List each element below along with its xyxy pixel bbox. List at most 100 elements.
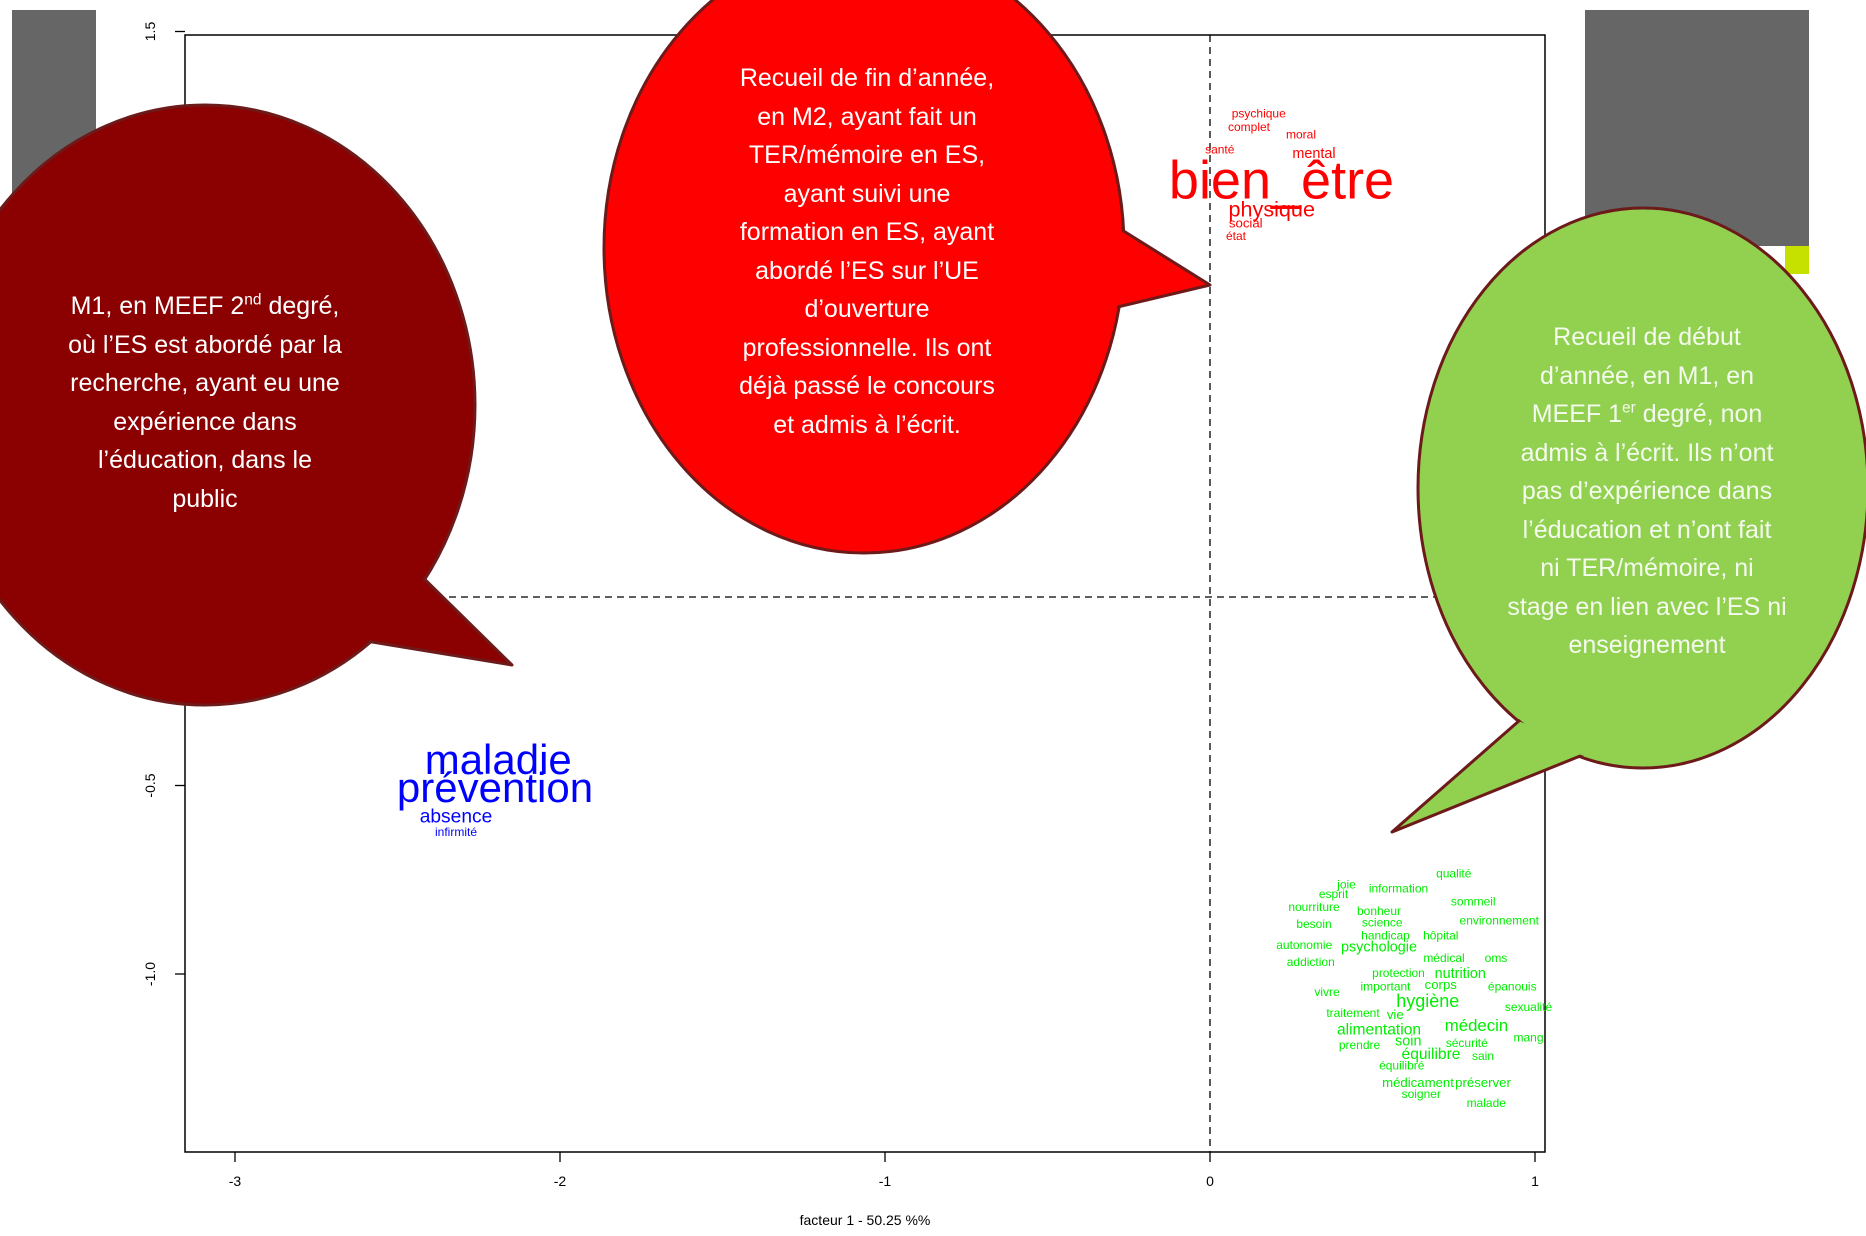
word-label: qualité (1436, 866, 1472, 880)
x-tick-label: -3 (229, 1173, 242, 1189)
word-label: handicap (1361, 928, 1410, 942)
callout-line: déjà passé le concours (739, 372, 995, 400)
callout-line: Recueil de début (1553, 323, 1741, 351)
x-tick-label: 0 (1206, 1173, 1214, 1189)
word-label: science (1362, 915, 1403, 929)
word-label: hôpital (1423, 928, 1458, 942)
word-label: protection (1372, 966, 1425, 980)
word-label: psychologie (1341, 939, 1417, 955)
callout-line: en M2, ayant fait un (757, 102, 977, 131)
superscript: nd (244, 291, 262, 309)
word-label: joie (1336, 878, 1356, 892)
callout-line: ayant suivi une (783, 179, 951, 208)
word-label: état (1226, 229, 1247, 243)
callout-bubble-green (1390, 206, 1866, 834)
x-tick-label: -2 (554, 1173, 567, 1189)
word-label: environnement (1460, 913, 1540, 927)
x-tick-label: -1 (879, 1173, 892, 1189)
word-label: information (1369, 881, 1428, 895)
word-label: soigner (1402, 1087, 1441, 1101)
callout-line: abordé l’ES sur l’UE (755, 256, 979, 285)
callout-line: M1, en MEEF 2nd degré, (70, 291, 340, 320)
word-label: préserver (1455, 1075, 1511, 1090)
word-label: santé (1205, 142, 1235, 156)
word-label: addiction (1287, 955, 1335, 969)
word-label: bien_être (1169, 150, 1394, 210)
callout-line: formation en ES, ayant (739, 218, 995, 246)
y-tick-label: -1.0 (142, 962, 158, 986)
word-label: sécurité (1446, 1036, 1488, 1050)
word-label: vivre (1314, 985, 1340, 999)
word-label: alimentation (1337, 1022, 1421, 1039)
word-label: sexualité (1505, 1000, 1553, 1014)
word-label: social (1229, 215, 1263, 230)
callout-line: pas d’expérience dans (1521, 477, 1773, 505)
word-label: esprit (1319, 887, 1349, 901)
callout-text-dark-red: M1, en MEEF 2nd degré, où l’ES est abordé… (25, 287, 385, 518)
y-tick-label: 1.5 (142, 22, 158, 42)
word-label: physique (1229, 196, 1315, 221)
word-label: nourriture (1288, 900, 1340, 914)
word-label: épanouis (1488, 979, 1537, 993)
word-label: mang (1513, 1030, 1543, 1044)
callout-line: d’année, en M1, en (1539, 361, 1755, 390)
word-label: sommeil (1451, 895, 1496, 909)
word-label: équilibré (1379, 1059, 1425, 1073)
callout-line: où l’ES est abordé par la (68, 330, 342, 359)
callout-line: l’éducation, dans le (97, 446, 313, 474)
word-label: absence (420, 807, 493, 828)
callout-line: l’éducation et n’ont fait (1522, 515, 1772, 544)
callout-line: recherche, ayant eu une (70, 369, 340, 397)
callout-line: d’ouverture (804, 295, 930, 323)
word-label: soin (1395, 1034, 1421, 1050)
word-label: médical (1423, 951, 1464, 965)
callout-text-red: Recueil de fin d’année, en M2, ayant fait… (702, 59, 1032, 444)
word-label: besoin (1296, 917, 1331, 931)
callout-line: MEEF 1er degré, non (1531, 399, 1763, 428)
callouts (0, 0, 1866, 834)
word-label: corps (1425, 977, 1458, 992)
word-label: psychique (1232, 107, 1286, 121)
y-tick-label: -0.5 (142, 773, 158, 797)
word-label: malade (1467, 1096, 1507, 1110)
callout-text-green: Recueil de début d’année, en M1, en MEEF 1… (1472, 318, 1822, 665)
callout-line: admis à l’écrit. Ils n’ont (1520, 438, 1774, 467)
word-label: oms (1485, 951, 1508, 965)
word-label: nutrition (1435, 966, 1486, 982)
callout-fill-cover (606, 0, 1122, 551)
word-label: mental (1292, 146, 1335, 162)
word-label: médecin (1445, 1016, 1508, 1035)
callout-line: ni TER/mémoire, ni (1540, 554, 1754, 582)
callout-fill-cover (0, 107, 473, 703)
callout-line: Recueil de fin d’année, (739, 64, 995, 92)
callout-fill-cover (1420, 210, 1866, 766)
superscript: er (1622, 399, 1636, 417)
plot-area: -3 -2 -1 0 1 1.5 -0.5 -1.0 facteur 1 - 50.25 %% p… (142, 22, 1553, 1228)
callout-line: et admis à l’écrit. (773, 410, 961, 439)
lime-slide-accent (1785, 246, 1809, 274)
word-label: médicament (1382, 1075, 1454, 1090)
x-axis-title: facteur 1 - 50.25 %% (800, 1212, 931, 1228)
word-label: maladie (425, 736, 572, 783)
callout-bubble-dark-red (0, 103, 514, 707)
gray-slide-bar-right (1585, 10, 1809, 246)
callout-line: stage en lien avec l’ES ni (1507, 592, 1787, 621)
word-label: important (1360, 979, 1411, 993)
callout-line: TER/mémoire en ES, (748, 141, 986, 169)
word-label: complet (1228, 120, 1271, 134)
word-label: sain (1472, 1049, 1494, 1063)
callout-line: expérience dans (113, 407, 297, 436)
callout-bubble-red (602, 0, 1212, 555)
word-label: traitement (1326, 1006, 1380, 1020)
word-label: autonomie (1276, 938, 1332, 952)
word-label: prendre (1339, 1038, 1381, 1052)
word-label: vie (1387, 1007, 1404, 1022)
word-label: bonheur (1357, 904, 1401, 918)
callout-line: enseignement (1568, 631, 1726, 659)
word-label: prévention (397, 764, 593, 811)
word-label: équilibre (1402, 1046, 1461, 1063)
x-tick-label: 1 (1531, 1173, 1539, 1189)
callout-line: professionnelle. Ils ont (742, 333, 992, 362)
